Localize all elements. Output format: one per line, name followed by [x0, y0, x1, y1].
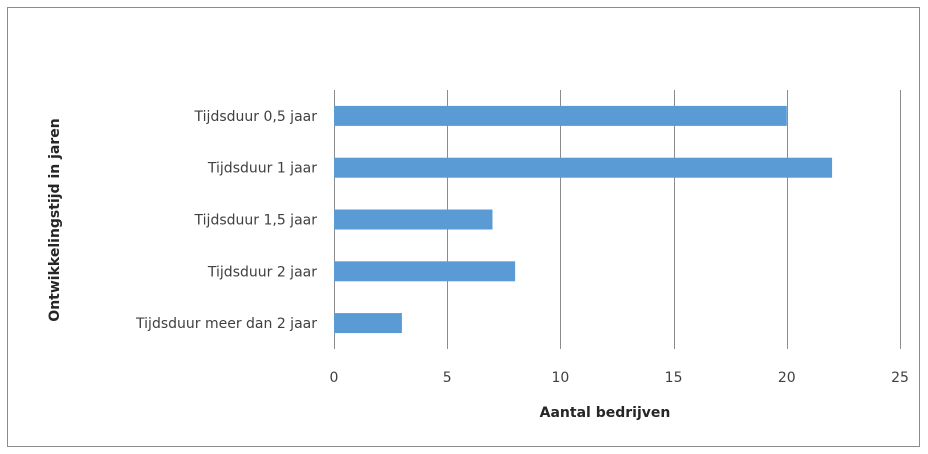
tick-label: 0: [330, 370, 339, 386]
tick-label: 20: [778, 370, 796, 386]
category-label: Tijdsduur 0,5 jaar: [194, 109, 318, 125]
gridlines: [334, 90, 901, 349]
tick-label: 15: [665, 370, 683, 386]
tick-label: 5: [443, 370, 452, 386]
bar: [334, 105, 787, 126]
x-tick-labels: 0 5 10 15 20 25: [330, 370, 909, 386]
bar: [334, 209, 493, 230]
bar: [334, 261, 516, 282]
x-axis-title: Aantal bedrijven: [540, 405, 671, 421]
category-labels: Tijdsduur 0,5 jaar Tijdsduur 1 jaar Tijdsd…: [135, 109, 317, 332]
tick-label: 10: [551, 370, 569, 386]
tick-label: 25: [891, 370, 909, 386]
category-label: Tijdsduur 1,5 jaar: [194, 213, 318, 229]
bars: [334, 105, 833, 334]
bar: [334, 157, 833, 178]
category-label: Tijdsduur 1 jaar: [207, 161, 317, 177]
category-label: Tijdsduur 2 jaar: [207, 264, 317, 280]
category-label: Tijdsduur meer dan 2 jaar: [135, 316, 317, 332]
bar: [334, 313, 402, 334]
y-axis-title: Ontwikkelingstijd in jaren: [47, 118, 63, 321]
